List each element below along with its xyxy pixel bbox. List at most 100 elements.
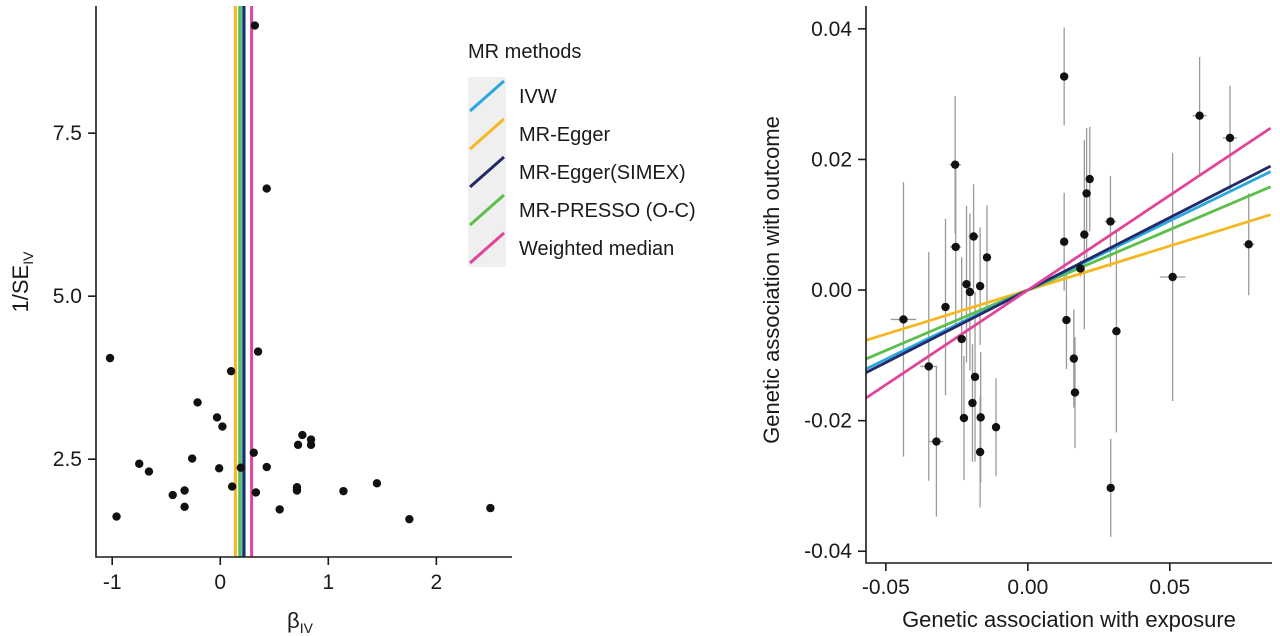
funnel-plot: -1 0 1 2 2.5 5.0 7.5 βIV 1/SEIV MR methods IV… [8,6,696,636]
funnel-x-axis-title: βIV [287,608,314,636]
funnel-point [262,462,271,472]
mr-point [970,372,980,382]
funnel-axes [95,6,512,558]
mr-point [962,279,971,289]
legend: MR methods IVW MR-Egger MR-Egger(SIMEX) MR-… [468,41,696,267]
funnel-y-tick-label: 2.5 [53,448,82,471]
mr-fit-line-weighted-median [865,126,1272,400]
legend-entry-label: MR-Egger [519,124,610,146]
mr-point [1106,483,1115,493]
mr-point [1244,240,1253,249]
funnel-point [212,413,222,422]
legend-entries: IVW MR-Egger MR-Egger(SIMEX) MR-PRESSO (O-C… [468,77,696,267]
mr-fit-line-mr-egger-simex- [865,164,1272,374]
legend-key-line [469,117,505,151]
funnel-x-tick-label: 1 [322,571,334,594]
mr-point [1080,230,1089,239]
mr-point [1059,72,1069,81]
funnel-vertical-lines [233,6,254,557]
legend-key-line [469,79,505,113]
mr-y-tick-label: 0.04 [811,18,852,41]
mr-points [899,72,1253,493]
funnel-y-axis-title-subscript: IV [20,251,36,265]
mr-point [1076,264,1085,273]
funnel-point [249,448,258,457]
funnel-x-axis-title-subscript: IV [300,620,314,636]
funnel-point [292,486,302,495]
mr-point [991,422,1001,432]
mr-point [932,437,941,446]
mr-x-axis-title: Genetic association with exposure [902,607,1236,632]
funnel-point [187,454,197,463]
funnel-x-tick-label: -1 [103,571,122,594]
mr-scatter-plot: -0.05 0.00 0.05 -0.04 -0.02 0.00 0.02 0.04 Gen… [759,6,1272,632]
funnel-point [306,440,316,450]
mr-point [1082,189,1091,198]
mr-point [1085,174,1094,184]
funnel-point [236,463,245,472]
mr-point [969,232,978,241]
funnel-point [135,459,144,468]
funnel-point [214,464,224,473]
funnel-y-ticks: 2.5 5.0 7.5 [53,122,96,471]
legend-entry-label: IVW [519,86,557,108]
funnel-x-tick-label: 0 [214,571,226,594]
funnel-point [218,422,227,431]
funnel-y-axis-title: 1/SEIV [8,251,36,313]
mr-point [1168,272,1177,282]
mr-point [1106,217,1115,226]
mr-y-tick-label: 0.00 [811,279,852,302]
mr-y-ticks: -0.04 -0.02 0.00 0.02 0.04 [804,18,866,563]
legend-key-line [469,231,505,265]
funnel-point [168,490,177,500]
mr-point [924,362,933,371]
mr-point [968,398,977,408]
funnel-point [298,430,307,440]
funnel-point [105,353,115,363]
funnel-point [193,398,202,407]
mr-x-ticks: -0.05 0.00 0.05 [862,563,1190,599]
mr-point [951,242,960,252]
legend-entry: MR-Egger(SIMEX) [468,153,686,191]
mr-point [899,315,908,324]
funnel-point [275,505,284,514]
mr-fit-line-mr-presso-o-c- [865,185,1272,361]
legend-entry: IVW [468,77,557,115]
funnel-x-ticks: -1 0 1 2 [103,557,442,594]
funnel-y-tick-label: 7.5 [53,122,82,145]
mr-point [1069,354,1079,363]
legend-entry: Weighted median [468,229,674,267]
mr-y-tick-label: -0.04 [804,540,852,563]
mr-x-tick-label: 0.00 [1007,576,1048,599]
mr-fit-line-mr-egger [865,213,1271,342]
legend-title: MR methods [468,41,581,63]
mr-point [1059,237,1069,246]
funnel-point [112,512,121,521]
legend-key-line [469,193,505,227]
mr-point [975,281,985,291]
legend-entry: MR-PRESSO (O-C) [468,191,696,229]
funnel-point [144,467,154,476]
legend-key-line [469,155,505,189]
mr-point [975,447,985,457]
mr-point [1112,326,1121,336]
mr-point [1195,111,1204,120]
mr-y-tick-label: 0.02 [811,148,852,171]
funnel-point [405,514,414,524]
mr-point [950,160,960,169]
mr-point [957,334,966,344]
mr-fit-lines [865,126,1272,400]
legend-entry-label: MR-Egger(SIMEX) [519,162,686,184]
funnel-point [180,486,189,495]
funnel-points [105,21,495,524]
mr-point [941,302,950,312]
mr-point [1070,388,1080,397]
funnel-x-tick-label: 2 [431,571,443,594]
legend-entry-label: Weighted median [519,238,674,260]
mr-point [959,413,969,423]
funnel-point [372,479,382,488]
legend-entry: MR-Egger [468,115,610,153]
mr-x-tick-label: 0.05 [1149,576,1190,599]
mr-axes [865,6,1272,564]
